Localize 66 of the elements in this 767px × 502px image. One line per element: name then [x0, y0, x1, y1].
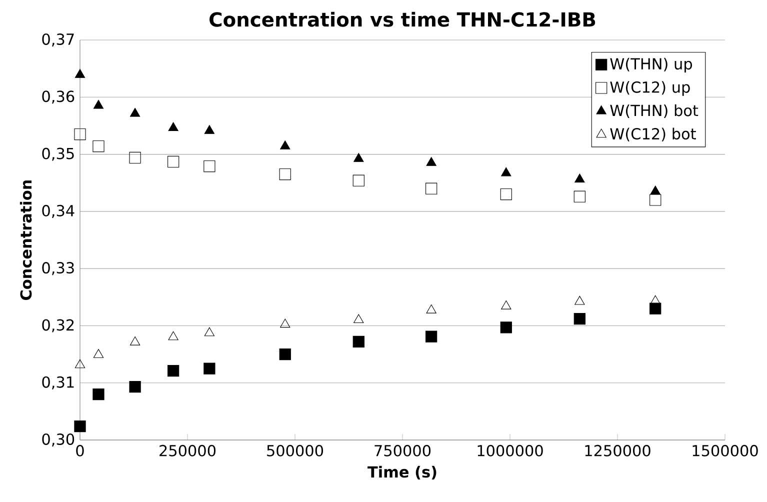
- chart-title: Concentration vs time THN-C12-IBB: [210, 12, 596, 27]
- point: [352, 336, 364, 348]
- y-tick-label: 0,37: [42, 33, 74, 47]
- point: [130, 108, 140, 117]
- point: [574, 313, 586, 325]
- point: [168, 331, 178, 340]
- y-tick-label: 0,35: [42, 148, 74, 161]
- point: [574, 190, 586, 202]
- x-axis-title: Time (s): [368, 466, 436, 480]
- point: [74, 420, 86, 432]
- point: [129, 152, 141, 164]
- x-tick-label: 1250000: [585, 444, 650, 456]
- point: [574, 296, 585, 305]
- point: [93, 100, 104, 109]
- point: [426, 182, 438, 194]
- y-tick-label: 0,30: [42, 433, 74, 447]
- point: [204, 327, 215, 336]
- point: [426, 157, 436, 166]
- point: [279, 348, 291, 360]
- point: [650, 194, 662, 206]
- legend-label: W(THN) bot: [610, 104, 698, 118]
- point: [129, 381, 141, 393]
- point: [426, 330, 438, 342]
- point: [74, 359, 86, 368]
- point: [74, 128, 86, 140]
- point: [426, 304, 436, 314]
- point: [279, 168, 291, 180]
- point: [280, 140, 290, 150]
- point: [130, 336, 140, 346]
- point: [650, 302, 662, 314]
- legend-label: W(C12) bot: [610, 128, 696, 142]
- point: [280, 318, 290, 328]
- point: [501, 300, 512, 310]
- x-tick-label: 750000: [374, 444, 431, 456]
- point: [352, 174, 364, 186]
- point: [93, 349, 104, 358]
- y-tick-label: 0,31: [42, 376, 74, 390]
- point: [354, 314, 364, 324]
- point: [168, 156, 180, 168]
- point: [168, 122, 178, 132]
- point: [650, 186, 660, 194]
- x-tick-label: 250000: [160, 444, 216, 456]
- point: [574, 174, 585, 182]
- point: [204, 362, 216, 374]
- legend-label: W(THN) up: [610, 58, 692, 73]
- point: [92, 140, 104, 152]
- point: [354, 153, 364, 162]
- x-tick-label: 1500000: [692, 444, 758, 456]
- point: [500, 322, 512, 334]
- x-tick-label: 0: [76, 444, 84, 456]
- point: [204, 125, 215, 134]
- y-tick-label: 0,32: [42, 319, 74, 332]
- y-tick-label: 0,36: [42, 90, 74, 104]
- y-axis-title: Concentration: [20, 180, 32, 300]
- point: [74, 69, 86, 78]
- x-tick-label: 1000000: [478, 444, 543, 456]
- y-tick-label: 0,33: [42, 262, 74, 276]
- point: [500, 188, 512, 200]
- point: [501, 167, 512, 176]
- point: [650, 295, 660, 304]
- x-tick-label: 500000: [267, 444, 324, 456]
- point: [204, 160, 216, 172]
- point: [168, 365, 180, 377]
- y-tick-label: 0,34: [42, 204, 74, 218]
- point: [92, 388, 104, 400]
- legend-label: W(C12) up: [610, 81, 690, 96]
